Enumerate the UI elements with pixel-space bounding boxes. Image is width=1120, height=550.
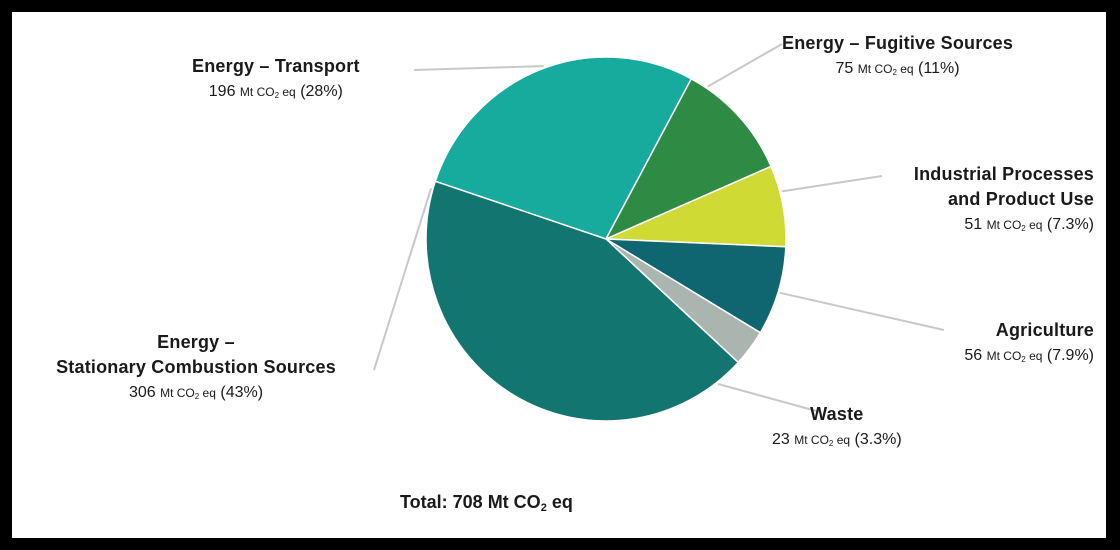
label-industrial-value: 51 Mt CO2 eq (7.3%)	[964, 216, 1094, 233]
pie-slices	[425, 56, 787, 422]
label-transport: Energy – Transport 196 Mt CO2 eq (28%)	[192, 54, 360, 109]
leader-line-1	[707, 43, 783, 88]
label-agriculture: Agriculture 56 Mt CO2 eq (7.9%)	[870, 318, 1094, 373]
pie-slice-0	[434, 56, 693, 240]
label-transport-name: Energy – Transport	[192, 56, 360, 76]
label-agriculture-name: Agriculture	[995, 320, 1094, 340]
leader-lines	[373, 43, 945, 413]
leader-line-2	[781, 175, 883, 193]
label-fugitive-name: Energy – Fugitive Sources	[782, 33, 1014, 53]
label-waste-value: 23 Mt CO2 eq (3.3%)	[772, 431, 902, 448]
label-industrial: Industrial Processes and Product Use 51 …	[850, 162, 1094, 242]
label-stationary: Energy – Stationary Combustion Sources 3…	[16, 330, 376, 410]
label-industrial-name-2: and Product Use	[947, 189, 1094, 209]
pie-slice-1	[604, 77, 773, 241]
label-waste-name: Waste	[810, 404, 864, 424]
pie-slice-3	[605, 238, 787, 334]
label-fugitive: Energy – Fugitive Sources 75 Mt CO2 eq (…	[782, 31, 1013, 86]
leader-line-3	[779, 291, 945, 331]
label-stationary-value: 306 Mt CO2 eq (43%)	[128, 384, 264, 401]
label-stationary-name-1: Energy –	[157, 332, 235, 352]
leader-line-5	[373, 188, 433, 371]
label-stationary-name-2: Stationary Combustion Sources	[56, 357, 336, 377]
label-transport-value: 196 Mt CO2 eq (28%)	[208, 83, 343, 100]
pie-slice-5	[425, 180, 740, 422]
label-waste: Waste 23 Mt CO2 eq (3.3%)	[772, 402, 902, 457]
label-industrial-name-1: Industrial Processes	[913, 164, 1094, 184]
total-label: Total: 708 Mt CO2 eq	[400, 492, 573, 514]
chart-panel: Energy – Transport 196 Mt CO2 eq (28%) E…	[12, 12, 1106, 538]
label-fugitive-value: 75 Mt CO2 eq (11%)	[835, 60, 960, 77]
label-agriculture-value: 56 Mt CO2 eq (7.9%)	[964, 347, 1094, 364]
leader-line-0	[413, 65, 544, 71]
leader-line-4	[717, 383, 821, 413]
pie-chart	[373, 43, 945, 422]
